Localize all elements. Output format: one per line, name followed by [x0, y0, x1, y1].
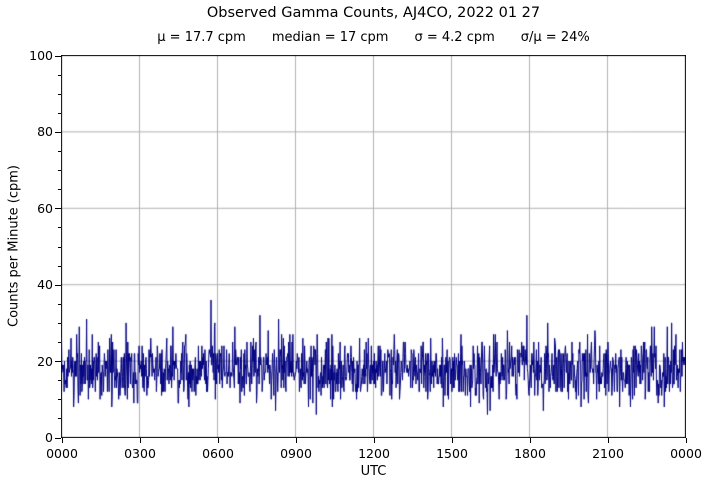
tick-mark: [452, 438, 453, 443]
tick-mark: [686, 438, 687, 443]
stat-sigma: σ = 4.2 cpm: [414, 30, 495, 45]
y-axis-title: Counts per Minute (cpm): [6, 165, 22, 327]
tick-mark: [608, 438, 609, 443]
tick-mark: [530, 438, 531, 443]
x-tick-label: 0000: [670, 446, 702, 461]
x-tick-label: 1800: [514, 446, 546, 461]
tick-mark: [58, 170, 61, 171]
tick-mark: [296, 438, 297, 443]
y-tick-label: 100: [29, 48, 53, 63]
tick-mark: [58, 380, 61, 381]
data-series-canvas: [61, 55, 686, 438]
tick-mark: [58, 266, 61, 267]
x-tick-label: 1500: [436, 446, 468, 461]
tick-mark: [140, 438, 141, 443]
tick-mark: [58, 342, 61, 343]
tick-mark: [55, 208, 61, 209]
x-tick-label: 0000: [46, 446, 78, 461]
x-tick-label: 0300: [124, 446, 156, 461]
x-tick-label: 0900: [280, 446, 312, 461]
stat-mean: μ = 17.7 cpm: [157, 30, 246, 45]
x-axis-title: UTC: [360, 464, 387, 479]
tick-mark: [58, 304, 61, 305]
x-tick-label: 0600: [202, 446, 234, 461]
tick-mark: [58, 189, 61, 190]
y-tick-label: 80: [37, 124, 53, 139]
tick-mark: [58, 418, 61, 419]
tick-mark: [58, 247, 61, 248]
tick-mark: [218, 438, 219, 443]
y-tick-label: 60: [37, 201, 53, 216]
tick-mark: [58, 227, 61, 228]
x-tick-label: 2100: [592, 446, 624, 461]
tick-mark: [55, 285, 61, 286]
stat-median: median = 17 cpm: [271, 30, 389, 45]
y-tick-label: 40: [37, 277, 53, 292]
tick-mark: [58, 94, 61, 95]
tick-mark: [55, 438, 61, 439]
tick-mark: [55, 361, 61, 362]
tick-mark: [58, 323, 61, 324]
tick-mark: [58, 399, 61, 400]
stat-sigma-over-mu: σ/μ = 24%: [520, 30, 590, 45]
tick-mark: [58, 151, 61, 152]
y-tick-label: 20: [37, 354, 53, 369]
tick-mark: [55, 132, 61, 133]
plot-area: [61, 55, 686, 438]
chart-title: Observed Gamma Counts, AJ4CO, 2022 01 27: [206, 5, 541, 21]
x-tick-label: 1200: [358, 446, 390, 461]
tick-mark: [58, 75, 61, 76]
tick-mark: [55, 56, 61, 57]
y-tick-label: 0: [45, 430, 53, 445]
tick-mark: [374, 438, 375, 443]
chart-stats-line: μ = 17.7 cpm median = 17 cpm σ = 4.2 cpm…: [61, 30, 686, 45]
tick-mark: [58, 113, 61, 114]
tick-mark: [62, 438, 63, 443]
